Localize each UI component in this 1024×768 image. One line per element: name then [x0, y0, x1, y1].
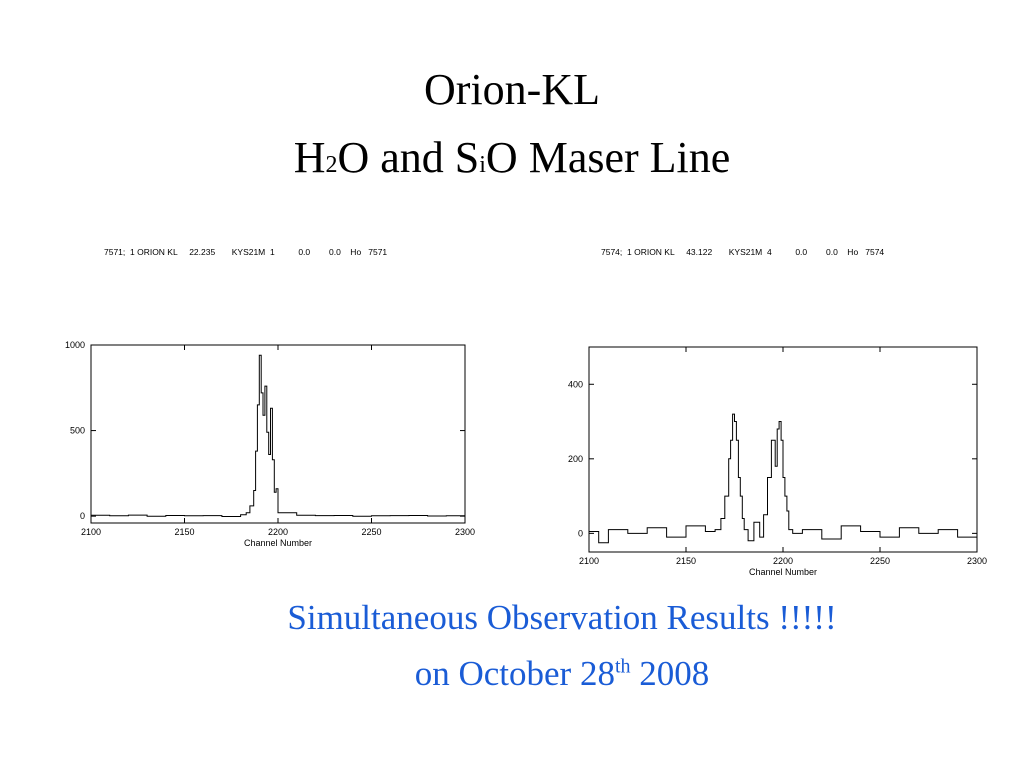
- caption-line2: on October 28th 2008: [50, 656, 1024, 691]
- subtitle-subscript-2: 2: [325, 152, 338, 178]
- chart-header-sio: 7574; 1 ORION KL 43.122 KYS21M 4 0.0 0.0…: [601, 247, 885, 257]
- y-tick-label: 200: [568, 454, 583, 464]
- subtitle-subscript-i: i: [479, 152, 486, 178]
- y-tick-label: 500: [70, 426, 85, 436]
- caption-line1: Simultaneous Observation Results !!!!!: [287, 598, 837, 637]
- sio-spectrum-chart: 2100 2150 2200 2250 2300 0 200 400 Channel Numbe…: [568, 346, 987, 577]
- spectrum-series-line: [91, 354, 466, 517]
- x-tick-label: 2100: [579, 556, 599, 566]
- x-tick-label: 2150: [676, 556, 696, 566]
- caption-date-superscript: th: [614, 655, 631, 678]
- caption-date-suffix: 2008: [630, 654, 710, 693]
- x-tick-label: 2250: [361, 527, 381, 537]
- y-tick-label: 400: [568, 379, 583, 389]
- x-tick-label: 2150: [174, 527, 194, 537]
- y-tick-label: 0: [80, 511, 85, 521]
- subtitle-part-h: H: [293, 133, 326, 182]
- subtitle-part-o-and-s: O and S: [337, 133, 480, 182]
- subtitle-part-maser-line: O Maser Line: [485, 133, 731, 182]
- y-tick-label: 0: [578, 528, 583, 538]
- chart-header-h2o: 7571; 1 ORION KL 22.235 KYS21M 1 0.0 0.0…: [104, 247, 388, 257]
- y-tick-label: 1000: [65, 340, 85, 350]
- x-tick-label: 2100: [81, 527, 101, 537]
- x-axis-label: Channel Number: [244, 538, 312, 548]
- x-axis-label: Channel Number: [749, 567, 817, 577]
- slide-subtitle: H2O and SiO Maser Line: [0, 136, 1024, 180]
- spectrum-series-line: [589, 413, 978, 544]
- x-tick-label: 2300: [967, 556, 987, 566]
- x-tick-label: 2250: [870, 556, 890, 566]
- x-tick-label: 2200: [773, 556, 793, 566]
- x-tick-label: 2300: [455, 527, 475, 537]
- slide-title: Orion-KL: [424, 65, 600, 114]
- caption-date-prefix: on October 28: [414, 654, 615, 693]
- x-tick-label: 2200: [268, 527, 288, 537]
- h2o-spectrum-chart: 2100 2150 2200 2250 2300 0 500 1000 Channel Numb…: [65, 340, 475, 548]
